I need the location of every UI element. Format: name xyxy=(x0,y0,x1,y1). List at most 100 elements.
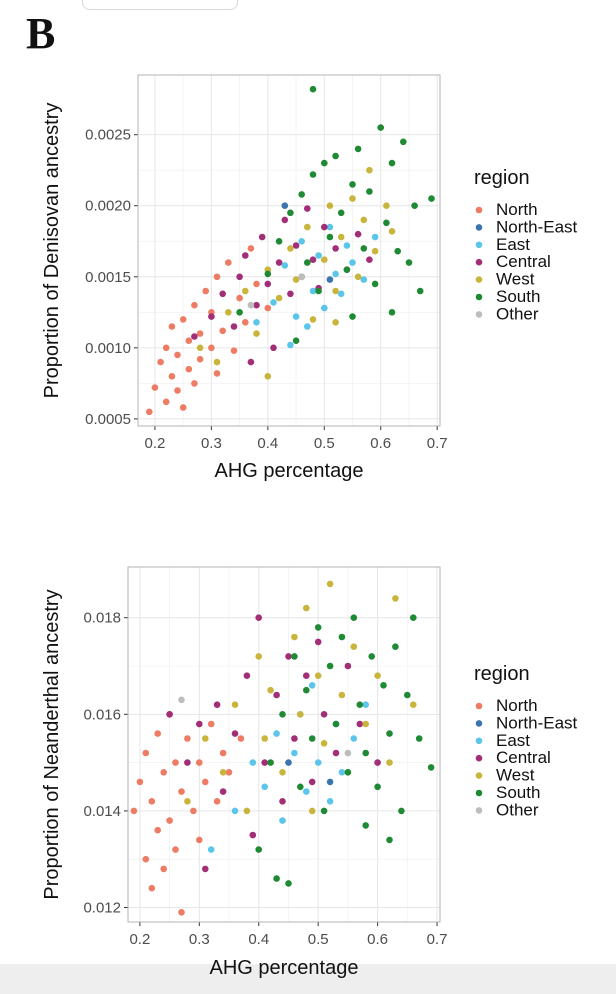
data-point xyxy=(213,273,221,281)
data-point xyxy=(320,740,328,747)
data-point xyxy=(338,769,346,776)
data-point xyxy=(314,638,322,646)
data-point xyxy=(371,280,379,288)
data-point xyxy=(285,759,292,766)
data-point xyxy=(398,807,405,815)
data-point xyxy=(196,759,203,766)
data-point xyxy=(332,749,340,757)
data-point xyxy=(326,202,334,209)
data-point xyxy=(332,152,339,160)
y-tick-label: 0.0020 xyxy=(85,198,131,215)
data-point xyxy=(154,730,161,737)
legend-key-central xyxy=(475,754,483,762)
data-point xyxy=(225,309,232,316)
data-point xyxy=(273,875,280,882)
data-point xyxy=(151,384,159,391)
data-point xyxy=(326,276,334,283)
data-point xyxy=(362,701,370,708)
legend: region NorthNorth-EastEastCentralWestSout… xyxy=(474,167,578,323)
data-point xyxy=(349,195,356,202)
data-point xyxy=(213,358,221,366)
legend-title: region xyxy=(474,663,530,685)
x-axis-title: AHG percentage xyxy=(210,957,359,979)
series-other xyxy=(247,273,306,309)
data-point xyxy=(264,373,272,380)
data-point xyxy=(371,233,379,241)
data-point xyxy=(190,807,197,815)
data-point xyxy=(354,145,362,153)
data-point xyxy=(362,749,370,757)
data-point xyxy=(332,245,339,252)
data-point xyxy=(261,783,269,791)
data-point xyxy=(366,166,373,174)
data-point xyxy=(184,735,191,742)
x-tick-label: 0.6 xyxy=(370,435,391,452)
data-point xyxy=(309,316,317,323)
data-point xyxy=(392,595,399,602)
data-point xyxy=(230,323,238,330)
data-point xyxy=(148,884,156,892)
data-point xyxy=(207,720,215,728)
data-point xyxy=(184,759,191,766)
legend-label: North xyxy=(496,696,538,715)
data-point xyxy=(162,344,170,352)
data-point xyxy=(243,807,251,815)
data-point xyxy=(404,691,411,699)
legend-key-other xyxy=(475,311,483,318)
x-tick-label: 0.3 xyxy=(189,931,210,948)
data-point xyxy=(249,759,257,766)
data-point xyxy=(332,270,339,278)
data-point xyxy=(386,759,393,766)
data-point xyxy=(332,319,339,326)
legend-label: East xyxy=(496,235,530,254)
data-point xyxy=(261,735,269,742)
x-tick-label: 0.2 xyxy=(129,931,150,948)
data-point xyxy=(202,865,209,873)
data-point xyxy=(208,344,215,352)
data-point xyxy=(231,701,239,708)
x-tick-label: 0.7 xyxy=(427,931,448,948)
data-point xyxy=(326,233,334,241)
data-point xyxy=(350,614,358,621)
data-point xyxy=(255,653,262,660)
legend-label: South xyxy=(496,783,540,802)
data-point xyxy=(253,301,260,309)
x-tick-label: 0.4 xyxy=(257,435,278,452)
data-point xyxy=(275,238,283,245)
data-point xyxy=(314,672,322,679)
data-point xyxy=(213,701,221,708)
data-point xyxy=(168,373,176,380)
legend-key-north-east xyxy=(475,224,483,231)
data-point xyxy=(225,769,233,776)
data-point xyxy=(285,880,292,887)
series-central xyxy=(166,614,381,873)
data-point xyxy=(386,730,393,737)
data-point xyxy=(344,769,352,776)
data-point xyxy=(258,233,266,241)
y-tick-label: 0.0010 xyxy=(85,340,131,357)
data-point xyxy=(202,778,209,786)
data-point xyxy=(298,273,306,281)
data-point xyxy=(172,846,179,853)
data-point xyxy=(350,735,358,742)
data-point xyxy=(362,822,370,829)
data-point xyxy=(360,276,368,283)
data-point xyxy=(314,759,322,766)
data-point xyxy=(174,351,181,359)
legend-key-east xyxy=(475,737,483,745)
y-tick-label: 0.014 xyxy=(83,803,121,820)
data-point xyxy=(297,783,304,791)
data-point xyxy=(428,195,435,202)
data-point xyxy=(415,735,423,742)
data-point xyxy=(303,604,310,612)
legend-label: Other xyxy=(496,304,539,323)
x-tick-label: 0.5 xyxy=(308,931,329,948)
data-point xyxy=(326,580,334,588)
data-point xyxy=(249,831,257,839)
x-tick-label: 0.7 xyxy=(427,435,448,452)
data-point xyxy=(146,408,153,416)
series-south xyxy=(236,85,435,345)
data-point xyxy=(368,653,376,660)
plot-border xyxy=(137,74,441,427)
